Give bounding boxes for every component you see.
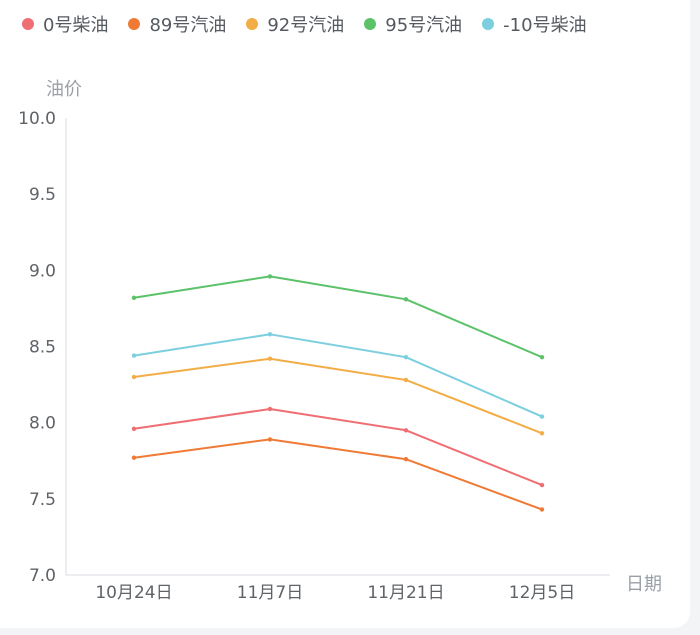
data-point[interactable] xyxy=(539,482,545,488)
legend-label: -10号柴油 xyxy=(503,15,587,36)
data-point[interactable] xyxy=(403,428,409,433)
data-point[interactable] xyxy=(403,377,409,383)
data-point[interactable] xyxy=(131,374,137,380)
series-line[interactable] xyxy=(133,275,543,359)
y-tick-label: 7.5 xyxy=(29,490,56,510)
data-point[interactable] xyxy=(403,297,409,302)
data-point[interactable] xyxy=(403,355,409,360)
x-tick-label: 11月7日 xyxy=(237,583,303,603)
y-tick-label: 8.0 xyxy=(29,414,56,434)
series-2[interactable] xyxy=(131,437,545,512)
legend-dot-icon xyxy=(246,18,259,30)
series-line[interactable] xyxy=(133,408,543,487)
x-tick-label: 11月21日 xyxy=(367,583,444,603)
series-1[interactable] xyxy=(131,406,545,488)
legend-item[interactable]: 92号汽油 xyxy=(246,11,344,37)
x-axis-title: 日期 xyxy=(626,574,662,595)
data-point[interactable] xyxy=(131,426,137,431)
legend-item[interactable]: 95号汽油 xyxy=(364,11,462,37)
legend-dot-icon xyxy=(364,18,377,30)
data-point[interactable] xyxy=(267,437,273,442)
x-tick-label: 12月5日 xyxy=(509,583,575,603)
legend-label: 95号汽油 xyxy=(385,15,463,36)
data-point[interactable] xyxy=(131,295,137,300)
data-point[interactable] xyxy=(267,332,273,337)
data-point[interactable] xyxy=(539,431,545,436)
y-axis-title: 油价 xyxy=(46,79,82,100)
data-point[interactable] xyxy=(539,414,545,419)
axes: 油价 日期 xyxy=(46,79,662,595)
legend-dot-icon xyxy=(482,18,495,30)
y-tick-label: 8.5 xyxy=(29,338,56,358)
legend-dot-icon xyxy=(128,18,141,30)
y-tick-label: 7.0 xyxy=(29,566,56,586)
x-tick-labels: 10月24日 11月7日 11月21日 12月5日 xyxy=(95,583,575,603)
series-line[interactable] xyxy=(133,357,543,435)
data-point[interactable] xyxy=(131,455,137,460)
chart-card: 0号柴油 89号汽油 92号汽油 95号汽油 -10号柴油 xyxy=(0,0,690,628)
series-4[interactable] xyxy=(131,274,545,360)
series-5[interactable] xyxy=(131,332,545,419)
legend: 0号柴油 89号汽油 92号汽油 95号汽油 -10号柴油 xyxy=(22,10,587,38)
y-tick-labels: 7.0 7.5 8.0 8.5 9.0 9.5 10.0 xyxy=(18,109,56,586)
series-line[interactable] xyxy=(133,438,543,511)
legend-item[interactable]: 0号柴油 xyxy=(22,11,108,37)
series-line[interactable] xyxy=(133,333,543,418)
data-point[interactable] xyxy=(403,457,409,462)
data-point[interactable] xyxy=(267,274,273,279)
legend-item[interactable]: -10号柴油 xyxy=(482,11,587,37)
data-point[interactable] xyxy=(131,353,137,358)
legend-label: 89号汽油 xyxy=(149,15,227,36)
y-tick-label: 9.0 xyxy=(29,261,56,281)
series-layer xyxy=(131,274,545,512)
data-point[interactable] xyxy=(267,356,273,361)
series-3[interactable] xyxy=(131,356,545,436)
data-point[interactable] xyxy=(539,355,545,360)
legend-dot-icon xyxy=(22,18,34,30)
data-point[interactable] xyxy=(267,406,273,412)
data-point[interactable] xyxy=(539,507,545,512)
legend-label: 92号汽油 xyxy=(267,15,345,36)
y-tick-label: 10.0 xyxy=(18,109,56,129)
legend-item[interactable]: 89号汽油 xyxy=(128,11,226,37)
x-tick-label: 10月24日 xyxy=(95,583,172,603)
legend-label: 0号柴油 xyxy=(43,15,109,36)
y-tick-label: 9.5 xyxy=(29,185,56,205)
